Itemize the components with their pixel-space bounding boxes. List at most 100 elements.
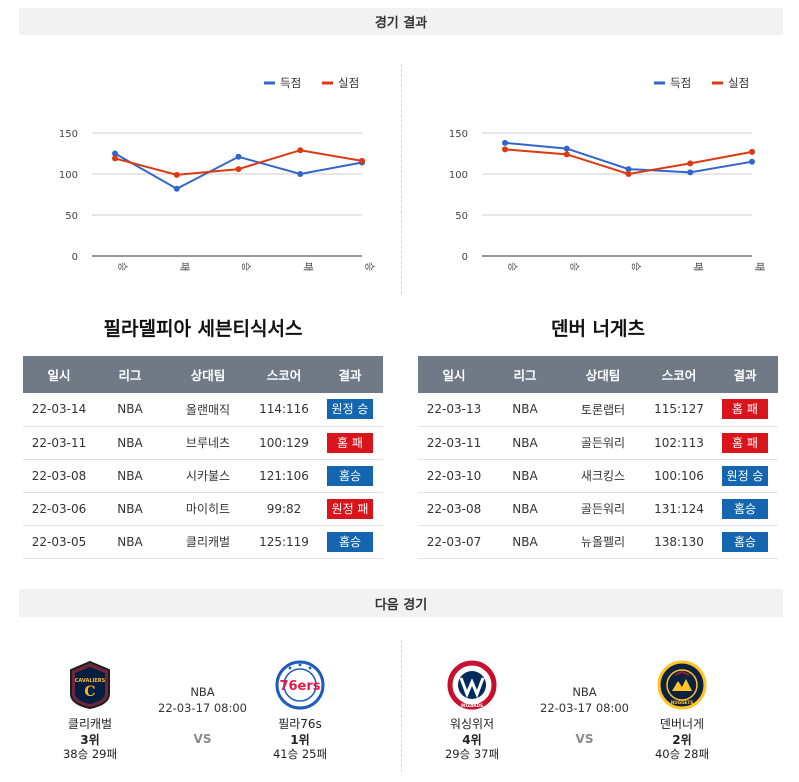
data-point[interactable]: [687, 169, 694, 176]
match-date: 22-03-14: [23, 393, 95, 427]
table-row: 22-03-11 NBA 브루네츠 100:129 홈 패: [23, 426, 383, 460]
match-league: NBA: [95, 459, 165, 493]
team-record: 41승 25패: [272, 747, 328, 761]
table-row: 22-03-13 NBA 토론랩터 115:127 홈 패: [418, 393, 778, 427]
chart-divider: [401, 64, 402, 294]
match-result: 홈 패: [712, 426, 778, 460]
match-league: NBA: [190, 685, 215, 699]
data-point[interactable]: [297, 171, 304, 177]
match-date: 22-03-05: [23, 525, 95, 559]
next-game-section-header: 다음 경기: [19, 589, 783, 617]
data-point[interactable]: [112, 150, 118, 157]
opponent-name: 마이히트: [165, 492, 251, 526]
data-point[interactable]: [112, 155, 118, 162]
matchup-card-2[interactable]: WIZARDS 워싱위저 4위 29승 37패 NBA 22-03-17 08:…: [402, 640, 782, 775]
team-name: 클리캐벌: [67, 717, 113, 731]
away-team-nuggets[interactable]: NUGGETS 덴버너게 2위 40승 28패: [632, 640, 732, 761]
data-point[interactable]: [173, 185, 180, 192]
results-section-header: 경기 결과: [19, 8, 783, 35]
team-rank: 4위: [462, 733, 482, 747]
data-point[interactable]: [173, 171, 180, 178]
data-point[interactable]: [625, 171, 632, 177]
home-team-cavaliers[interactable]: CAVALIERS C 클리캐벌 3위 38승 29패: [40, 640, 140, 761]
data-point[interactable]: [359, 157, 365, 164]
opponent-name: 뉴올펠리: [560, 525, 646, 559]
match-score: 100:106: [646, 459, 712, 493]
match-result: 홈 패: [317, 426, 383, 460]
x-tick-label: 승: [630, 262, 642, 271]
win-badge: 원정 승: [327, 399, 373, 420]
match-score: 131:124: [646, 492, 712, 526]
team-title-denver: 덴버 너게츠: [550, 318, 645, 340]
home-team-wizards[interactable]: WIZARDS 워싱위저 4위 29승 37패: [422, 640, 522, 761]
76ers-logo: 76ers: [275, 660, 325, 710]
match-date: 22-03-06: [23, 492, 95, 526]
team-name: 덴버너게: [659, 717, 705, 731]
match-result: 원정 패: [317, 492, 383, 526]
x-tick-label: 패: [691, 262, 703, 271]
table-header-row: 일시 리그 상대팀 스코어 결과: [418, 356, 778, 393]
team-rank: 3위: [80, 733, 100, 747]
svg-text:C: C: [84, 684, 95, 700]
win-badge: 홈승: [327, 531, 373, 552]
data-point[interactable]: [502, 139, 508, 146]
data-point[interactable]: [235, 153, 242, 160]
matchup-card-1[interactable]: CAVALIERS C 클리캐벌 3위 38승 29패 NBA 22-03-17…: [20, 640, 400, 775]
y-tick-label: 0: [72, 252, 78, 263]
match-league: NBA: [95, 393, 165, 427]
svg-text:76ers: 76ers: [279, 679, 320, 694]
results-table-denver: 일시 리그 상대팀 스코어 결과 22-03-13 NBA 토론랩터 115:127 홈…: [418, 356, 778, 559]
x-tick-label: 패: [301, 262, 313, 271]
x-tick-label: 승: [240, 262, 252, 271]
match-date: 22-03-13: [418, 393, 490, 427]
x-tick-label: 승: [568, 262, 580, 271]
match-info: NBA 22-03-17 08:00: [150, 684, 255, 716]
match-score: 115:127: [646, 393, 712, 427]
match-result: 원정 승: [317, 393, 383, 427]
svg-text:NUGGETS: NUGGETS: [671, 700, 694, 705]
col-date: 일시: [23, 356, 95, 393]
opponent-name: 브루네츠: [165, 426, 251, 460]
col-opponent: 상대팀: [560, 356, 646, 393]
data-point[interactable]: [563, 151, 570, 158]
match-league: NBA: [95, 525, 165, 559]
match-league: NBA: [490, 393, 560, 427]
match-league: NBA: [95, 426, 165, 460]
match-score: 102:113: [646, 426, 712, 460]
data-point[interactable]: [297, 147, 304, 154]
opponent-name: 시카불스: [165, 459, 251, 493]
col-result: 결과: [317, 356, 383, 393]
match-result: 홈승: [712, 492, 778, 526]
line-chart: 득점 실점 0 50 100 150 승 승 승 패 패: [449, 76, 765, 271]
opponent-name: 클리캐벌: [165, 525, 251, 559]
data-point[interactable]: [235, 166, 242, 173]
vs-label: VS: [575, 732, 594, 746]
svg-text:CAVALIERS: CAVALIERS: [75, 678, 106, 684]
match-league: NBA: [572, 685, 597, 699]
results-table-philadelphia: 일시 리그 상대팀 스코어 결과 22-03-14 NBA 올랜매직 114:116 원…: [23, 356, 383, 559]
data-point[interactable]: [687, 160, 694, 167]
data-point[interactable]: [502, 146, 508, 153]
legend-label: 득점: [670, 76, 691, 90]
col-result: 결과: [712, 356, 778, 393]
data-point[interactable]: [749, 158, 755, 165]
y-tick-label: 0: [462, 252, 468, 263]
x-tick-label: 패: [753, 262, 765, 271]
y-tick-label: 50: [65, 211, 78, 222]
x-tick-label: 승: [363, 262, 375, 271]
legend-label: 득점: [280, 76, 301, 90]
vs-label: VS: [193, 732, 212, 746]
legend-label: 실점: [338, 76, 359, 90]
data-point[interactable]: [625, 166, 632, 173]
team-record: 29승 37패: [444, 747, 500, 761]
match-score: 114:116: [251, 393, 317, 427]
col-league: 리그: [490, 356, 560, 393]
data-point[interactable]: [749, 148, 755, 155]
match-date: 22-03-07: [418, 525, 490, 559]
data-point[interactable]: [563, 145, 570, 152]
match-score: 125:119: [251, 525, 317, 559]
opponent-name: 새크킹스: [560, 459, 646, 493]
match-score: 99:82: [251, 492, 317, 526]
away-team-76ers[interactable]: 76ers 필라76s 1위 41승 25패: [250, 640, 350, 761]
match-date: 22-03-11: [418, 426, 490, 460]
